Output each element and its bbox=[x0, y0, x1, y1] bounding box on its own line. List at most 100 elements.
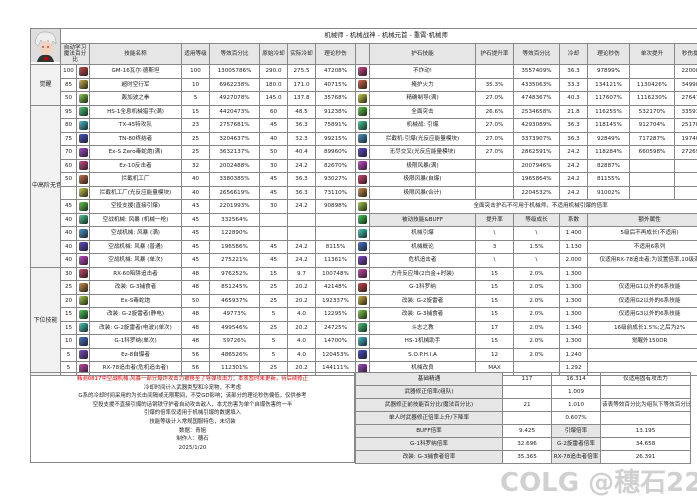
amulet-cell: 116255% bbox=[587, 104, 630, 120]
stat-note bbox=[600, 411, 691, 425]
icon-cell bbox=[355, 212, 370, 228]
skill-cell: 8115% bbox=[315, 239, 356, 255]
icon-cell bbox=[76, 64, 90, 79]
icon-cell bbox=[355, 320, 370, 336]
stat-note: 该表等效百分比为组队下等效百分比 bbox=[600, 398, 691, 412]
icon-cell bbox=[355, 118, 370, 133]
amulet-cell bbox=[475, 64, 514, 79]
amulet-cell: 2.0% bbox=[513, 334, 560, 349]
column-header: 护石提升率 bbox=[475, 42, 514, 66]
amulet-cell bbox=[673, 172, 697, 187]
skill-cell: RX-60陷阱追击者 bbox=[89, 266, 182, 282]
amulet-cell: 机械引爆 bbox=[369, 226, 476, 241]
amulet-cell: 12 bbox=[475, 347, 514, 363]
icon-cell bbox=[355, 280, 370, 295]
amulet-cell: 4293089% bbox=[513, 118, 560, 133]
skill-icon bbox=[78, 336, 88, 346]
stat-coef: 1.009 bbox=[551, 385, 601, 399]
skill-row: 75 TN-80终结者 25 3204637% 40 32.3 99215% 拦截机:引爆(光… bbox=[31, 131, 697, 147]
skill-icon bbox=[78, 93, 88, 103]
amulet-cell bbox=[673, 158, 697, 174]
skill-cell: Ex-S Zero毒蛇炮(满) bbox=[89, 145, 182, 160]
skill-cell: 465937% bbox=[209, 293, 260, 309]
skill-cell bbox=[259, 212, 288, 228]
skill-cell: 122890% bbox=[209, 226, 260, 241]
icon-cell bbox=[76, 199, 90, 214]
skill-cell: 25 bbox=[259, 280, 288, 295]
amulet-cell: 2007946% bbox=[513, 158, 560, 174]
amulet-cell: 改装: G-2旋雷者 bbox=[369, 293, 476, 309]
skill-icon bbox=[358, 282, 367, 292]
skill-cell: 13005786% bbox=[209, 64, 260, 79]
skill-icon bbox=[78, 309, 88, 319]
amulet-cell: 36.3 bbox=[559, 118, 588, 133]
icon-cell bbox=[76, 212, 90, 228]
skill-icon bbox=[358, 107, 367, 117]
amulet-cell: 全面突击 bbox=[369, 104, 476, 120]
amulet-cell: 仅适用G3以外的6系技能 bbox=[586, 307, 697, 322]
amulet-cell: 改装: G-3捕食者 bbox=[369, 307, 476, 322]
skill-cell: 空战机械: 风暴 (满) bbox=[89, 226, 182, 241]
icon-cell bbox=[76, 77, 90, 93]
amulet-cell: 仅适用G1以外的6系技能 bbox=[586, 280, 697, 295]
column-header: 等效百分比 bbox=[209, 42, 260, 66]
skill-cell: 24725% bbox=[315, 320, 356, 336]
skill-icon bbox=[78, 161, 88, 171]
skill-row: 40 空战机械: 风暴 (单次) 45 275221% 45 24.2 11361% 危机追击… bbox=[31, 253, 697, 268]
skill-cell: 36.3 bbox=[287, 185, 316, 201]
skill-row: 15 改装: G-2旋雷者(静电) 48 49773% 5 4.0 12295% 改装: G-… bbox=[31, 307, 697, 322]
stat-row: 基础精通 117 16.314 仅适用固有攻击力 bbox=[355, 372, 691, 386]
skill-row: 下位技能 30 RX-60陷阱追击者 48 976252% 15 9.7 100748% 方舟反… bbox=[30, 266, 697, 376]
amulet-cell: 掩护火力 bbox=[369, 77, 476, 93]
ratio-label: RX-78追击者倍率 bbox=[551, 450, 601, 464]
ratio-value: 32.696 bbox=[502, 437, 552, 451]
skill-cell: 改装: G-2旋雷者(静电) bbox=[89, 307, 182, 322]
skill-cell: 40 bbox=[60, 253, 77, 268]
amulet-cell: 拦截机:引爆(光反应能量模块) bbox=[369, 131, 476, 147]
stat-row: 武器修正前技能百分比(魔法百分比) 21 1.010 该表等效百分比为组队下等效百分比 bbox=[355, 398, 691, 412]
amulet-cell: 35.3% bbox=[475, 77, 514, 93]
icon-cell bbox=[355, 239, 370, 255]
column-header: 原始冷却 bbox=[259, 42, 288, 66]
skill-cell: G-1科罗纳(单次) bbox=[89, 334, 182, 349]
skill-cell: 24.2 bbox=[287, 239, 316, 255]
skill-cell: 拦截机工厂 bbox=[89, 172, 182, 187]
column-header: 适用等级 bbox=[181, 42, 210, 66]
icon-cell bbox=[355, 347, 370, 363]
skill-cell: 35768% bbox=[315, 91, 356, 106]
ratio-label: BUFF倍率 bbox=[355, 424, 503, 438]
amulet-cell: 34998% bbox=[673, 77, 697, 93]
skill-cell: 3632137% bbox=[209, 145, 260, 160]
skill-cell: 40715% bbox=[315, 77, 356, 93]
stat-value: 117 bbox=[502, 372, 552, 386]
skill-cell: 12295% bbox=[315, 307, 356, 322]
amulet-cell: 1.400 bbox=[559, 226, 588, 241]
skill-cell: 3204637% bbox=[209, 131, 260, 147]
skill-icon bbox=[78, 80, 88, 90]
ratio-value: 26.391 bbox=[600, 450, 691, 464]
amulet-cell: 1.300 bbox=[559, 266, 588, 282]
group-label: 下位技能 bbox=[30, 266, 61, 376]
skill-icon bbox=[78, 228, 88, 238]
skill-cell: 25 bbox=[181, 145, 210, 160]
skill-icon bbox=[78, 188, 88, 198]
icon-cell bbox=[76, 226, 90, 241]
amulet-cell: 无尽交叉(光反应能量模块) bbox=[369, 145, 476, 160]
skill-cell: 4.0 bbox=[287, 307, 316, 322]
skill-row: 中高阶无色 95 HS-1全息机械猎手(满) 15 4420473% 60 48.5 9123… bbox=[30, 104, 697, 268]
amulet-cell: 92849% bbox=[587, 131, 630, 147]
avatar-image bbox=[31, 29, 60, 62]
ratio-label: 改装: G-3捕食者倍率 bbox=[355, 450, 503, 464]
skill-icon bbox=[358, 255, 367, 265]
amulet-cell: 仅适用G2以外的6系技能 bbox=[586, 293, 697, 309]
amulet-cell: 极限风暴(合计) bbox=[369, 185, 476, 201]
amulet-cell: 40.3 bbox=[559, 91, 588, 106]
amulet-cell: 134121% bbox=[587, 77, 630, 93]
amulet-cell: 3373907% bbox=[513, 131, 560, 147]
icon-cell bbox=[76, 307, 90, 322]
stat-coef: 1.010 bbox=[551, 398, 601, 412]
icon-cell bbox=[355, 158, 370, 174]
amulet-cell: 27.0% bbox=[475, 91, 514, 106]
skill-cell: 2656619% bbox=[209, 185, 260, 201]
icon-cell bbox=[76, 293, 90, 309]
